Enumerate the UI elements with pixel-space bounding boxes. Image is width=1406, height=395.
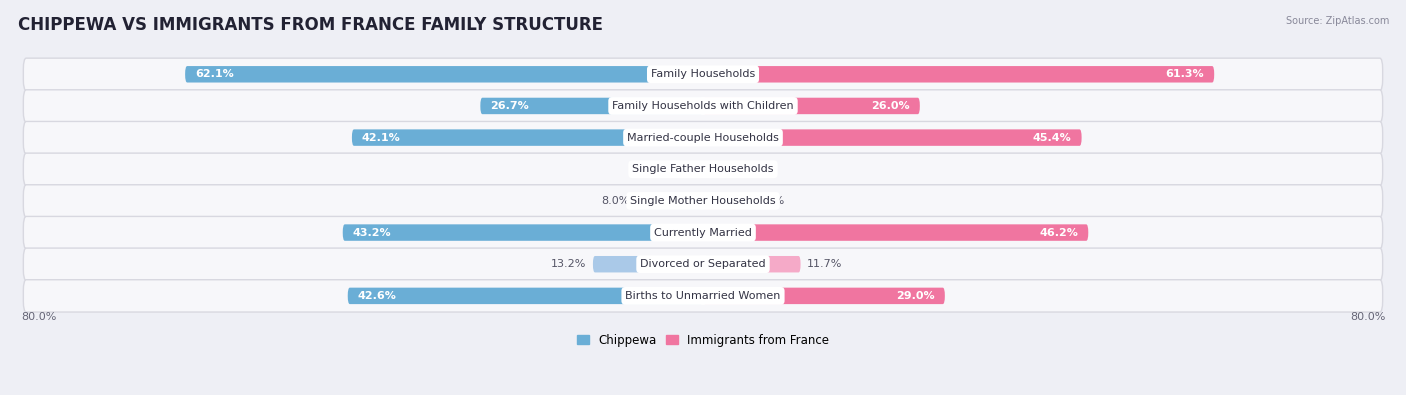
Text: Births to Unmarried Women: Births to Unmarried Women — [626, 291, 780, 301]
Text: Single Father Households: Single Father Households — [633, 164, 773, 174]
Text: Family Households with Children: Family Households with Children — [612, 101, 794, 111]
Legend: Chippewa, Immigrants from France: Chippewa, Immigrants from France — [572, 329, 834, 352]
FancyBboxPatch shape — [24, 216, 1382, 249]
Text: 26.7%: 26.7% — [491, 101, 529, 111]
FancyBboxPatch shape — [481, 98, 703, 114]
FancyBboxPatch shape — [24, 280, 1382, 312]
Text: Single Mother Households: Single Mother Households — [630, 196, 776, 206]
FancyBboxPatch shape — [593, 256, 703, 273]
Text: 26.0%: 26.0% — [872, 101, 910, 111]
FancyBboxPatch shape — [24, 185, 1382, 217]
Text: 2.0%: 2.0% — [727, 164, 755, 174]
Text: 42.6%: 42.6% — [357, 291, 396, 301]
FancyBboxPatch shape — [637, 193, 703, 209]
Text: 80.0%: 80.0% — [1350, 312, 1385, 322]
Text: Married-couple Households: Married-couple Households — [627, 133, 779, 143]
FancyBboxPatch shape — [703, 193, 749, 209]
FancyBboxPatch shape — [24, 248, 1382, 280]
Text: 5.6%: 5.6% — [756, 196, 785, 206]
FancyBboxPatch shape — [703, 161, 720, 177]
Text: 80.0%: 80.0% — [21, 312, 56, 322]
Text: CHIPPEWA VS IMMIGRANTS FROM FRANCE FAMILY STRUCTURE: CHIPPEWA VS IMMIGRANTS FROM FRANCE FAMIL… — [18, 16, 603, 34]
FancyBboxPatch shape — [24, 121, 1382, 154]
Text: 11.7%: 11.7% — [807, 259, 842, 269]
FancyBboxPatch shape — [343, 224, 703, 241]
FancyBboxPatch shape — [703, 288, 945, 304]
Text: Source: ZipAtlas.com: Source: ZipAtlas.com — [1285, 16, 1389, 26]
FancyBboxPatch shape — [352, 130, 703, 146]
Text: 61.3%: 61.3% — [1166, 69, 1204, 79]
FancyBboxPatch shape — [24, 58, 1382, 90]
Text: 43.2%: 43.2% — [353, 228, 391, 237]
FancyBboxPatch shape — [703, 256, 800, 273]
Text: Currently Married: Currently Married — [654, 228, 752, 237]
Text: 3.1%: 3.1% — [643, 164, 671, 174]
Text: 45.4%: 45.4% — [1033, 133, 1071, 143]
Text: 46.2%: 46.2% — [1039, 228, 1078, 237]
FancyBboxPatch shape — [678, 161, 703, 177]
FancyBboxPatch shape — [347, 288, 703, 304]
FancyBboxPatch shape — [703, 224, 1088, 241]
Text: Divorced or Separated: Divorced or Separated — [640, 259, 766, 269]
Text: 42.1%: 42.1% — [361, 133, 401, 143]
FancyBboxPatch shape — [703, 130, 1081, 146]
Text: 62.1%: 62.1% — [195, 69, 233, 79]
FancyBboxPatch shape — [703, 66, 1215, 83]
Text: 8.0%: 8.0% — [602, 196, 630, 206]
Text: 13.2%: 13.2% — [551, 259, 586, 269]
FancyBboxPatch shape — [186, 66, 703, 83]
Text: 29.0%: 29.0% — [896, 291, 935, 301]
FancyBboxPatch shape — [24, 153, 1382, 185]
FancyBboxPatch shape — [24, 90, 1382, 122]
FancyBboxPatch shape — [703, 98, 920, 114]
Text: Family Households: Family Households — [651, 69, 755, 79]
